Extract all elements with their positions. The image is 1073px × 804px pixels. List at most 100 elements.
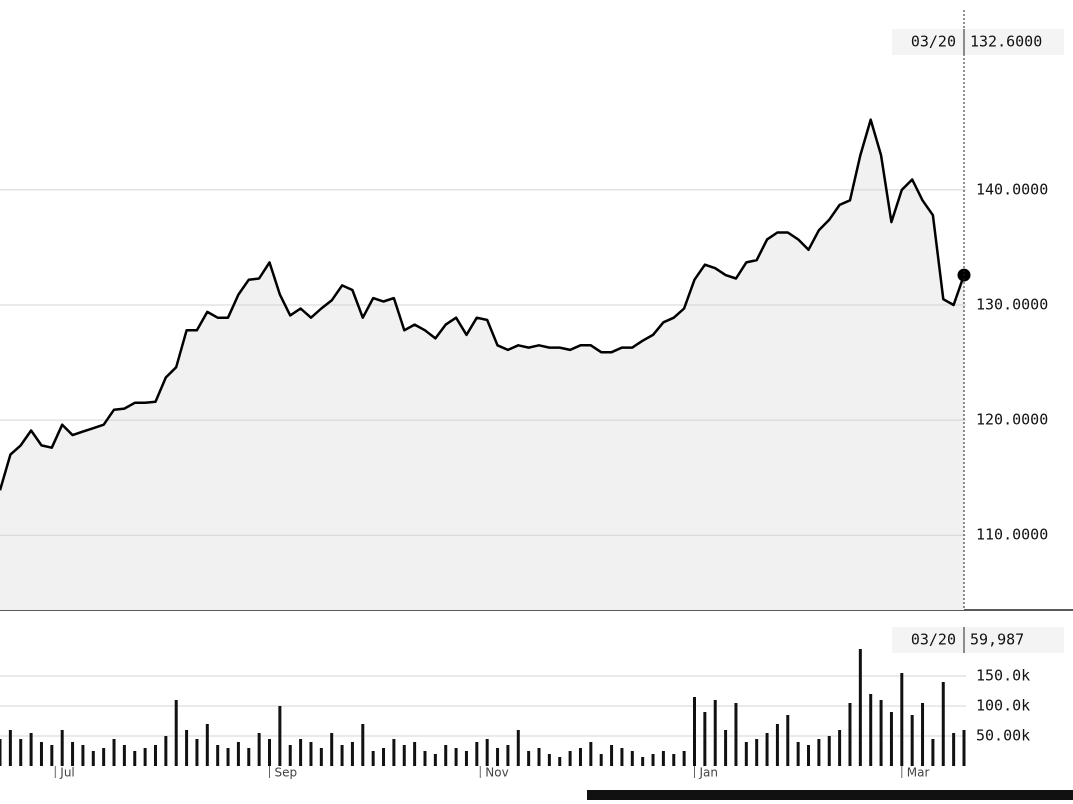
x-tick-label: Sep bbox=[275, 766, 298, 780]
y-tick-label: 130.0000 bbox=[976, 296, 1048, 314]
volume-bar bbox=[133, 751, 137, 766]
x-tick-label: Jul bbox=[59, 766, 74, 780]
volume-bar bbox=[60, 730, 64, 766]
volume-bar bbox=[153, 745, 157, 766]
volume-bar bbox=[50, 745, 54, 766]
volume-bar bbox=[506, 745, 510, 766]
volume-bar bbox=[900, 673, 904, 766]
volume-bar bbox=[910, 715, 914, 766]
volume-bar bbox=[268, 739, 272, 766]
volume-bar bbox=[827, 736, 831, 766]
volume-bar bbox=[838, 730, 842, 766]
volume-bar bbox=[641, 757, 645, 766]
price-line bbox=[0, 118, 966, 491]
volume-bar bbox=[226, 748, 230, 766]
y-tick-label: 100.0k bbox=[976, 697, 1030, 715]
volume-bar bbox=[185, 730, 189, 766]
x-tick-label: Mar bbox=[907, 766, 930, 780]
crosshair-value: 59,987 bbox=[970, 631, 1024, 649]
volume-bar bbox=[8, 730, 12, 766]
volume-bar bbox=[889, 712, 893, 766]
volume-bar bbox=[464, 751, 468, 766]
volume-bar bbox=[786, 715, 790, 766]
volume-bar bbox=[775, 724, 779, 766]
volume-bar bbox=[599, 754, 603, 766]
volume-bar bbox=[81, 745, 85, 766]
volume-bar bbox=[112, 739, 116, 766]
volume-bar bbox=[454, 748, 458, 766]
volume-bar bbox=[433, 754, 437, 766]
volume-bar bbox=[19, 739, 23, 766]
volume-bar bbox=[869, 694, 873, 766]
x-tick-label: Nov bbox=[485, 766, 508, 780]
volume-bar bbox=[122, 745, 126, 766]
volume-bar bbox=[807, 745, 811, 766]
volume-bar bbox=[164, 736, 168, 766]
volume-bar bbox=[578, 748, 582, 766]
volume-bar bbox=[796, 742, 800, 766]
x-tick-label: Jan bbox=[698, 766, 718, 780]
volume-bar bbox=[858, 649, 862, 766]
volume-bar bbox=[931, 739, 935, 766]
volume-bar bbox=[236, 742, 240, 766]
volume-bar bbox=[921, 703, 925, 766]
volume-bar bbox=[71, 742, 75, 766]
volume-bar bbox=[848, 703, 852, 766]
volume-bar bbox=[672, 754, 676, 766]
volume-bar bbox=[485, 739, 489, 766]
volume-bar bbox=[568, 751, 572, 766]
volume-bar bbox=[319, 748, 323, 766]
crosshair-date: 03/20 bbox=[911, 33, 956, 51]
crosshair-box bbox=[892, 29, 1064, 55]
volume-bar bbox=[102, 748, 106, 766]
crosshair-box bbox=[892, 627, 1064, 653]
crosshair-date: 03/20 bbox=[911, 631, 956, 649]
volume-bar bbox=[413, 742, 417, 766]
crosshair-value: 132.6000 bbox=[970, 33, 1042, 51]
volume-bar bbox=[527, 751, 531, 766]
volume-bar bbox=[496, 748, 500, 766]
y-tick-label: 110.0000 bbox=[976, 526, 1048, 544]
volume-bar bbox=[537, 748, 541, 766]
volume-bar bbox=[195, 739, 199, 766]
volume-bar bbox=[941, 682, 945, 766]
volume-bar bbox=[475, 742, 479, 766]
volume-bar bbox=[392, 739, 396, 766]
volume-bar bbox=[382, 748, 386, 766]
volume-bar bbox=[879, 700, 883, 766]
volume-bar bbox=[278, 706, 282, 766]
volume-bar bbox=[29, 733, 33, 766]
y-tick-label: 150.0k bbox=[976, 667, 1030, 685]
volume-bar bbox=[713, 700, 717, 766]
volume-bar bbox=[630, 751, 634, 766]
volume-bar bbox=[952, 733, 956, 766]
volume-bar bbox=[309, 742, 313, 766]
volume-bar bbox=[423, 751, 427, 766]
y-tick-label: 120.0000 bbox=[976, 411, 1048, 429]
volume-bar bbox=[651, 754, 655, 766]
volume-bar bbox=[682, 751, 686, 766]
volume-bar bbox=[91, 751, 95, 766]
volume-bar bbox=[361, 724, 365, 766]
y-tick-label: 140.0000 bbox=[976, 180, 1048, 198]
bottom-bar bbox=[587, 790, 1073, 800]
volume-bar bbox=[288, 745, 292, 766]
volume-bar bbox=[516, 730, 520, 766]
volume-bar bbox=[661, 751, 665, 766]
volume-bar bbox=[962, 730, 966, 766]
volume-bar bbox=[610, 745, 614, 766]
volume-bar bbox=[350, 742, 354, 766]
volume-bar bbox=[371, 751, 375, 766]
area bbox=[0, 119, 964, 610]
volume-bar bbox=[703, 712, 707, 766]
volume-bar bbox=[734, 703, 738, 766]
volume-bar bbox=[330, 733, 334, 766]
volume-bar bbox=[174, 700, 178, 766]
volume-bar bbox=[143, 748, 147, 766]
volume-bar bbox=[692, 697, 696, 766]
volume-bar bbox=[744, 742, 748, 766]
y-tick-label: 50.00k bbox=[976, 727, 1030, 745]
volume-bar bbox=[620, 748, 624, 766]
volume-bar bbox=[558, 757, 562, 766]
volume-bar bbox=[205, 724, 209, 766]
